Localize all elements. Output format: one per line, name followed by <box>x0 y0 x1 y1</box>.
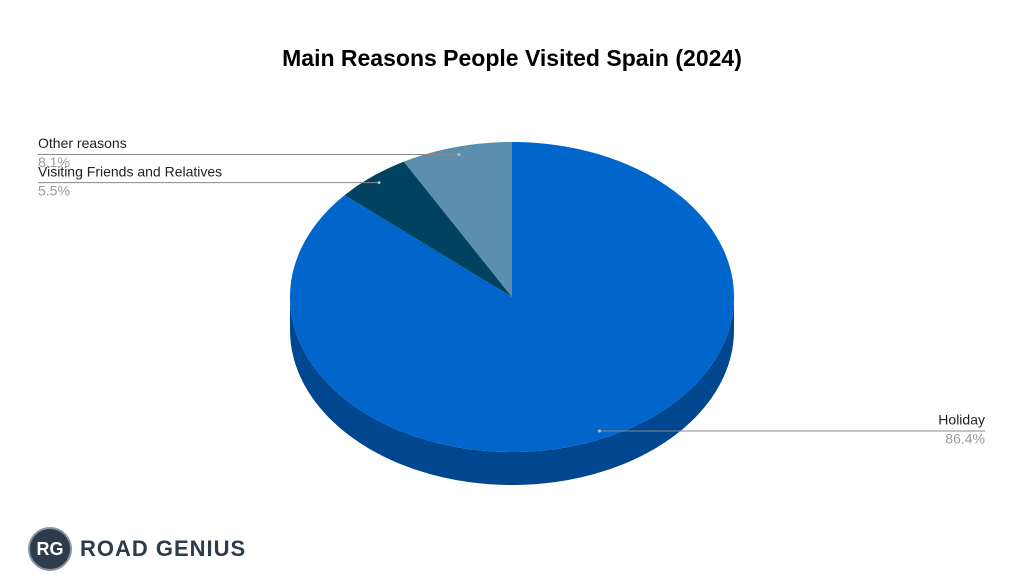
logo-text: ROAD GENIUS <box>80 536 246 561</box>
slice <box>403 142 512 297</box>
logo-mark: RG <box>37 539 64 559</box>
logo: RG ROAD GENIUS <box>28 527 246 571</box>
logo-badge <box>28 527 72 571</box>
leader-dot <box>597 429 601 433</box>
slice-label: Visiting Friends and Relatives <box>38 163 222 179</box>
slice-side <box>290 297 734 485</box>
leader-dot <box>457 152 461 156</box>
slice-label: Holiday <box>938 412 985 428</box>
slice-value-label: 86.4% <box>945 431 985 447</box>
slice <box>344 161 512 297</box>
chart-title: Main Reasons People Visited Spain (2024) <box>282 45 742 71</box>
slice <box>290 142 734 452</box>
slice-value-label: 5.5% <box>38 182 70 198</box>
slice-value-label: 8.1% <box>38 154 70 170</box>
leader-dot <box>377 181 381 185</box>
slice-label: Other reasons <box>38 135 127 151</box>
